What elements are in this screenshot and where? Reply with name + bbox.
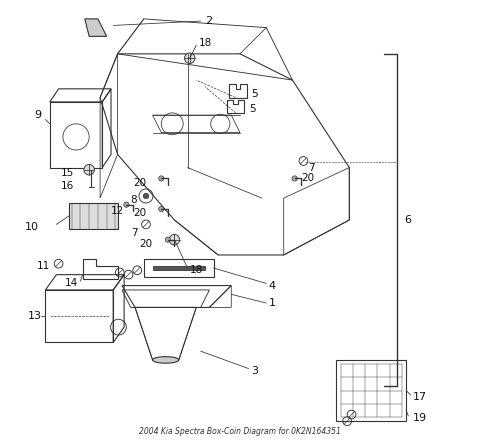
Text: 16: 16 bbox=[60, 181, 74, 191]
Text: 15: 15 bbox=[60, 168, 74, 178]
Text: 2: 2 bbox=[205, 16, 212, 26]
Circle shape bbox=[144, 193, 149, 198]
Text: 17: 17 bbox=[413, 392, 427, 402]
Polygon shape bbox=[70, 202, 118, 229]
Text: 20: 20 bbox=[133, 178, 146, 188]
Text: 6: 6 bbox=[404, 215, 411, 225]
Circle shape bbox=[84, 165, 95, 175]
Polygon shape bbox=[153, 266, 205, 270]
Circle shape bbox=[159, 206, 164, 212]
Text: 8: 8 bbox=[131, 195, 137, 205]
Text: 13: 13 bbox=[28, 311, 42, 321]
Text: 10: 10 bbox=[25, 222, 39, 231]
Text: 14: 14 bbox=[65, 279, 78, 288]
Text: 20: 20 bbox=[133, 209, 146, 218]
Text: 5: 5 bbox=[249, 103, 255, 114]
Text: 3: 3 bbox=[251, 366, 258, 376]
Polygon shape bbox=[85, 19, 107, 37]
Text: 2004 Kia Spectra Box-Coin Diagram for 0K2N164351: 2004 Kia Spectra Box-Coin Diagram for 0K… bbox=[139, 427, 341, 436]
Circle shape bbox=[165, 237, 170, 242]
Text: 4: 4 bbox=[268, 281, 276, 290]
Text: 9: 9 bbox=[34, 110, 41, 120]
Ellipse shape bbox=[153, 357, 179, 363]
Text: 20: 20 bbox=[139, 239, 153, 249]
Circle shape bbox=[184, 53, 195, 63]
Text: 7: 7 bbox=[308, 162, 314, 172]
Circle shape bbox=[124, 202, 129, 207]
Text: 11: 11 bbox=[36, 261, 50, 271]
Text: 18: 18 bbox=[198, 38, 212, 48]
Text: 1: 1 bbox=[268, 298, 276, 308]
Text: 18: 18 bbox=[190, 265, 203, 275]
Circle shape bbox=[159, 176, 164, 181]
Text: 5: 5 bbox=[251, 89, 258, 99]
Text: 12: 12 bbox=[111, 206, 124, 216]
Text: 20: 20 bbox=[301, 173, 314, 183]
Circle shape bbox=[169, 235, 180, 245]
Text: 7: 7 bbox=[131, 228, 137, 238]
Circle shape bbox=[292, 176, 297, 181]
Text: 19: 19 bbox=[413, 413, 427, 423]
